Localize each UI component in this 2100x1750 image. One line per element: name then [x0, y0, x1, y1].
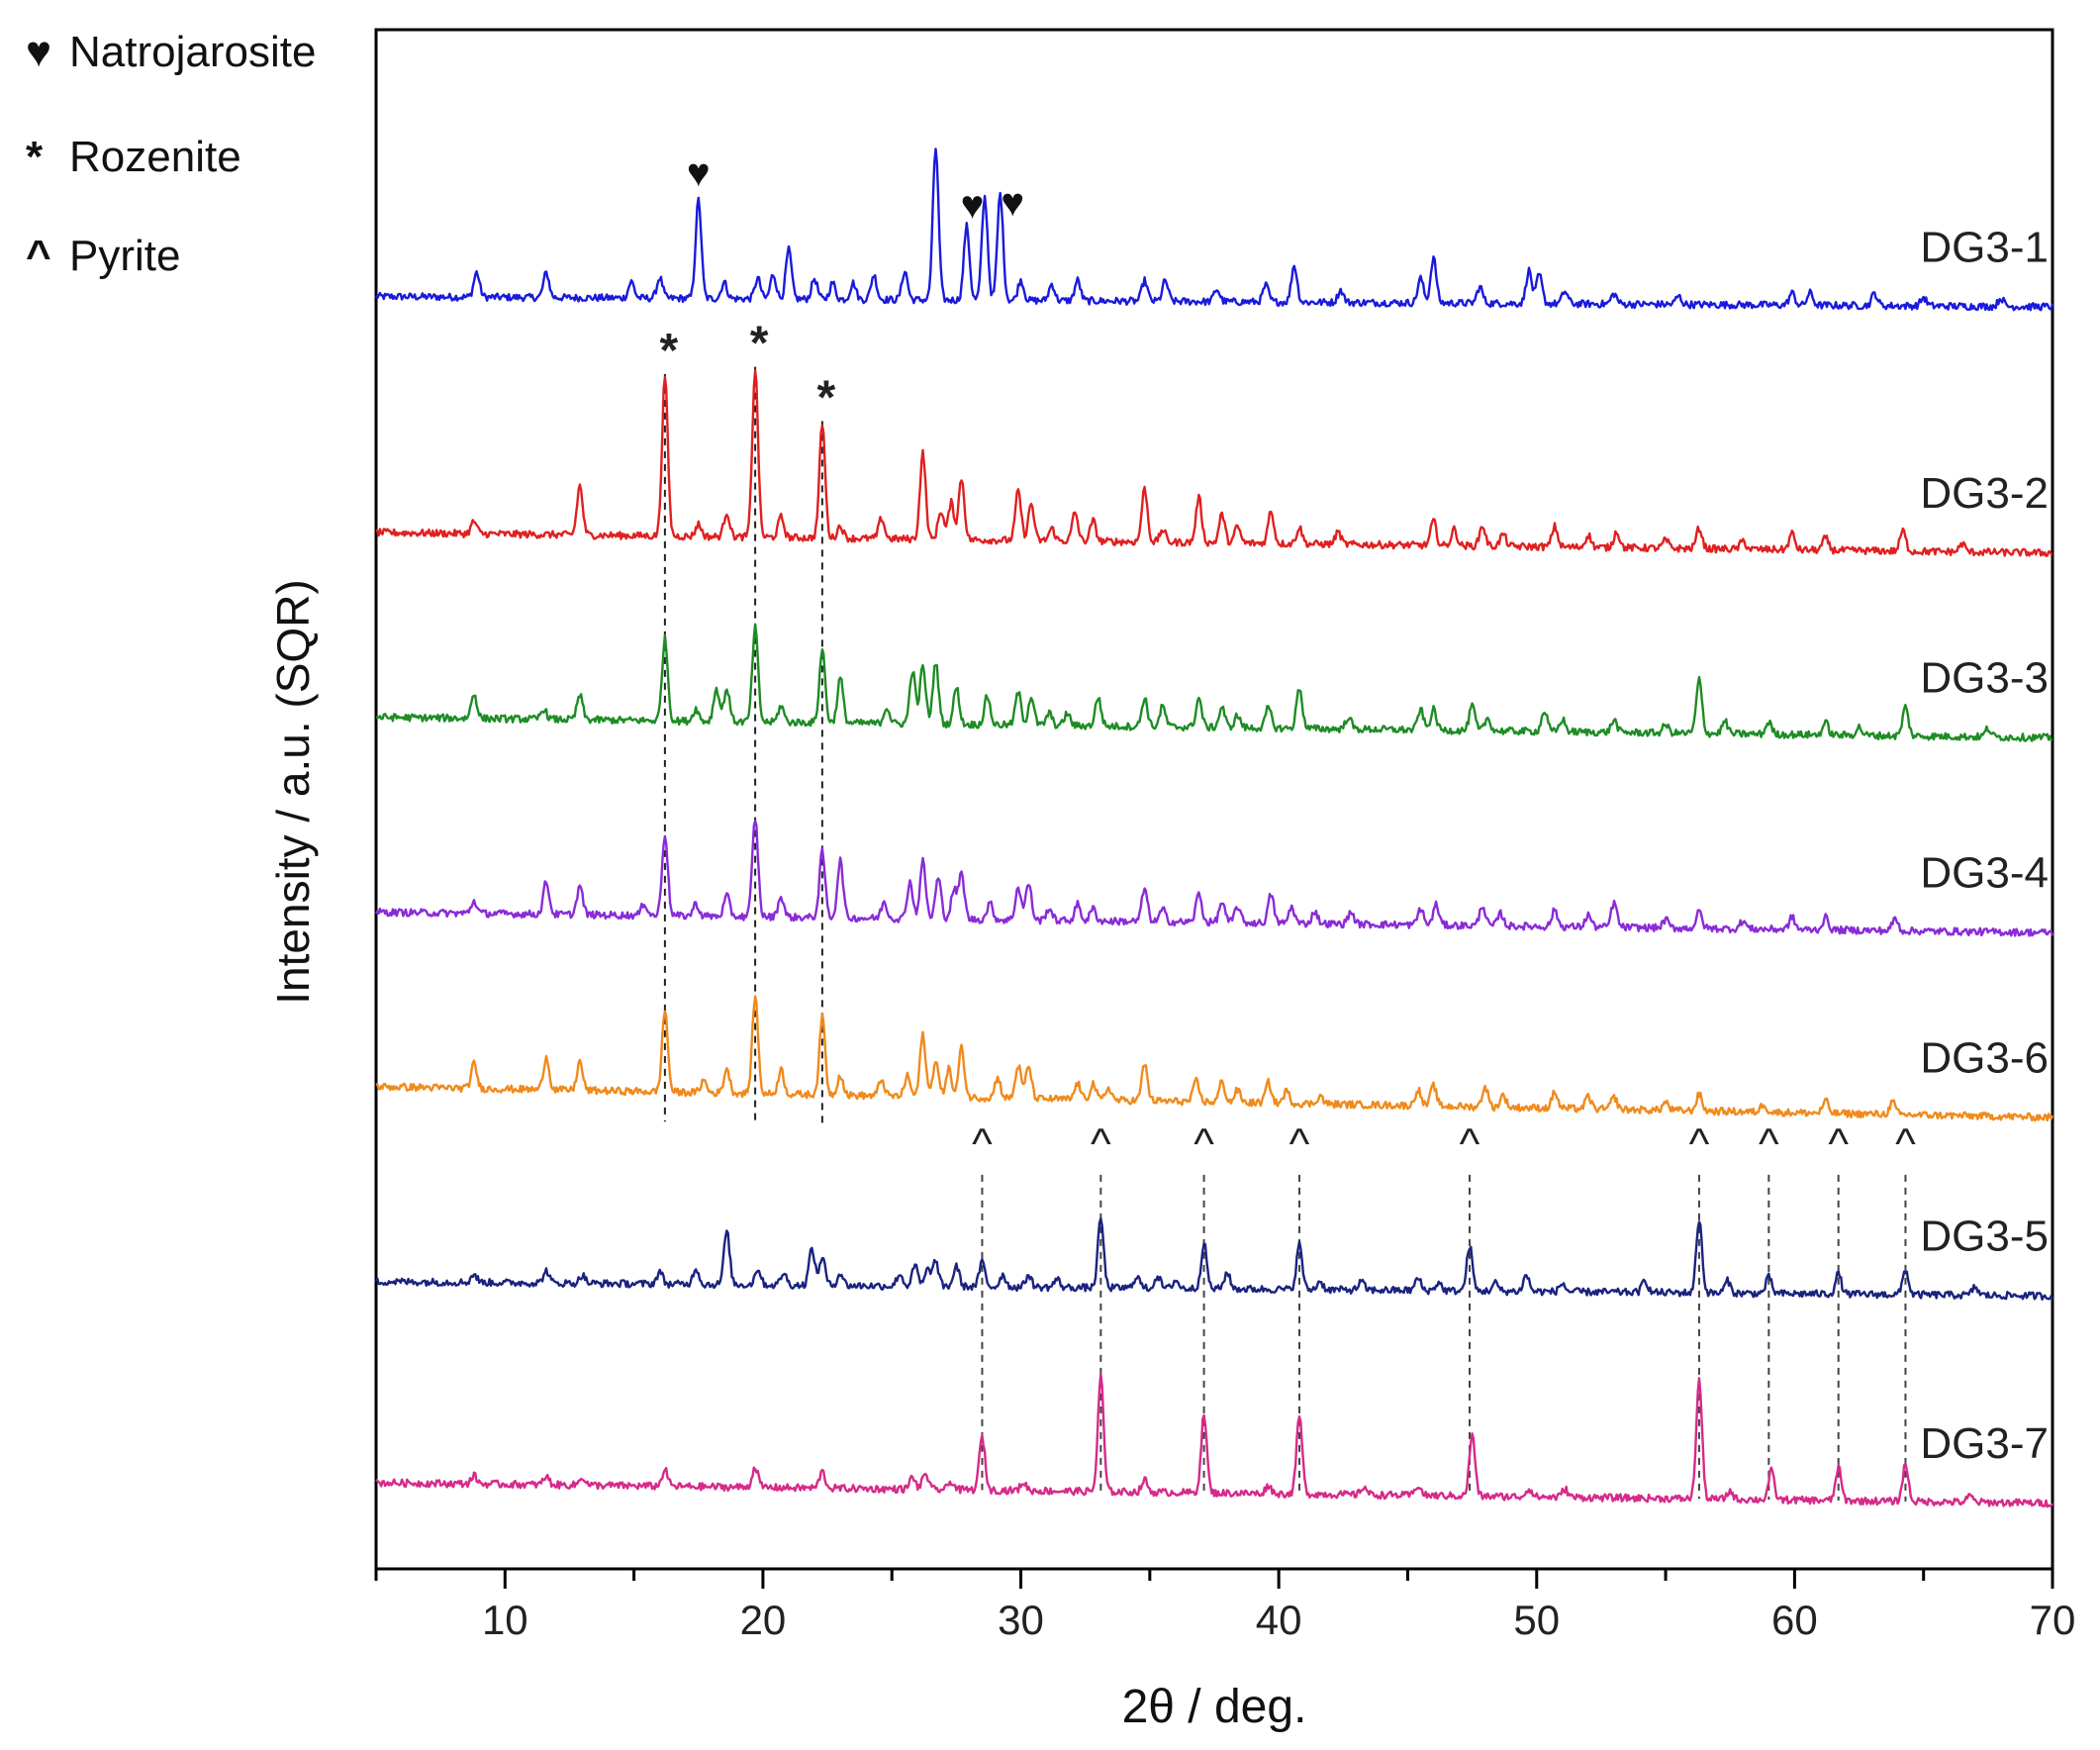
pyrite-marker: ^: [1828, 1119, 1849, 1168]
x-tick-label: 70: [2030, 1597, 2076, 1643]
series-line-dg3-4: [374, 820, 2054, 937]
series-label-dg3-4: DG3-4: [1920, 849, 2049, 898]
heart-icon: ♥: [26, 28, 52, 76]
pyrite-marker: ^: [1289, 1119, 1310, 1168]
legend-label-pyrite: Pyrite: [69, 232, 181, 280]
rozenite-marker: *: [750, 318, 769, 370]
series-lines: [374, 147, 2054, 1508]
guide-lines: [663, 366, 1907, 1502]
caret-icon: ^: [26, 232, 51, 280]
series-line-dg3-6: [375, 995, 2054, 1122]
x-axis-title: 2θ / deg.: [1122, 1681, 1307, 1733]
series-label-dg3-2: DG3-2: [1920, 469, 2049, 518]
series-label-dg3-6: DG3-6: [1920, 1033, 2049, 1082]
x-tick-label: 60: [1771, 1597, 1818, 1643]
pyrite-marker: ^: [972, 1119, 993, 1168]
legend-item-rozenite: * Rozenite: [26, 133, 241, 182]
series-line-dg3-2: [375, 369, 2053, 557]
x-tick-label: 50: [1513, 1597, 1560, 1643]
natrojarosite-marker: ♥: [1001, 181, 1024, 225]
x-axis: 10 20 30 40 50 60 70: [374, 1569, 2076, 1643]
series-line-dg3-7: [375, 1372, 2053, 1508]
rozenite-marker: *: [660, 325, 679, 377]
legend-item-pyrite: ^ Pyrite: [26, 232, 180, 281]
plot-frame: [374, 28, 2054, 1571]
legend-label-natrojarosite: Natrojarosite: [69, 28, 317, 76]
x-tick-label: 20: [740, 1597, 787, 1643]
series-label-dg3-1: DG3-1: [1920, 223, 2049, 271]
pyrite-marker: ^: [1460, 1119, 1480, 1168]
x-tick-label: 30: [998, 1597, 1044, 1643]
series-label-dg3-3: DG3-3: [1920, 654, 2049, 703]
series-label-dg3-7: DG3-7: [1920, 1419, 2049, 1468]
series-line-dg3-1: [374, 147, 2054, 312]
pyrite-marker: ^: [1689, 1119, 1710, 1168]
x-tick-label: 10: [482, 1597, 528, 1643]
x-tick-label: 40: [1256, 1597, 1302, 1643]
pyrite-marker: ^: [1895, 1119, 1916, 1168]
pyrite-marker: ^: [1091, 1119, 1111, 1168]
phase-markers: ♥ ♥ ♥ * * * ^ ^ ^ ^ ^ ^ ^ ^ ^: [660, 151, 1917, 1168]
series-line-dg3-3: [375, 623, 2053, 742]
series-labels: DG3-1 DG3-2 DG3-3 DG3-4 DG3-6 DG3-5 DG3-7: [1920, 223, 2049, 1468]
legend-item-natrojarosite: ♥ Natrojarosite: [26, 28, 316, 77]
pyrite-marker: ^: [1759, 1119, 1779, 1168]
pyrite-marker: ^: [1193, 1119, 1214, 1168]
natrojarosite-marker: ♥: [687, 151, 711, 195]
legend-label-rozenite: Rozenite: [69, 133, 241, 181]
rozenite-marker: *: [817, 371, 836, 424]
asterisk-icon: *: [26, 133, 44, 181]
y-axis-title: Intensity / a.u. (SQR): [267, 579, 319, 1004]
series-label-dg3-5: DG3-5: [1920, 1213, 2049, 1261]
series-line-dg3-5: [374, 1217, 2054, 1301]
natrojarosite-marker: ♥: [961, 184, 985, 228]
